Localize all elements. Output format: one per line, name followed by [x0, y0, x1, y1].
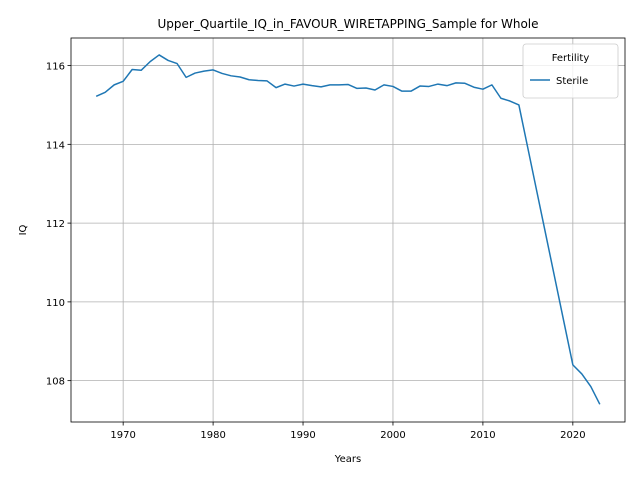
chart-title: Upper_Quartile_IQ_in_FAVOUR_WIRETAPPING_… [157, 17, 538, 31]
y-tick-label: 108 [46, 377, 65, 388]
y-axis-label: IQ [18, 224, 29, 235]
y-axis-ticks: 108 110 112 114 116 [46, 62, 71, 388]
x-axis-label: Years [334, 454, 361, 465]
axes-frame [70, 37, 626, 423]
y-tick-label: 112 [46, 219, 65, 230]
y-tick-label: 114 [46, 140, 65, 151]
legend: Fertility Sterile [522, 43, 619, 99]
x-tick-label: 1990 [290, 430, 315, 441]
x-tick-label: 1980 [200, 430, 225, 441]
legend-label-sterile: Sterile [556, 76, 588, 87]
y-tick-label: 110 [46, 298, 65, 309]
x-tick-label: 2000 [380, 430, 405, 441]
legend-box [522, 43, 619, 99]
x-tick-label: 2010 [470, 430, 495, 441]
x-tick-label: 2020 [560, 430, 585, 441]
y-tick-label: 116 [46, 62, 65, 73]
plot-lines [95, 54, 601, 405]
legend-title: Fertility [552, 53, 590, 64]
x-axis-ticks: 1970 1980 1990 2000 2010 2020 [110, 422, 586, 441]
series-line-sterile [95, 54, 601, 405]
x-tick-label: 1970 [110, 430, 135, 441]
